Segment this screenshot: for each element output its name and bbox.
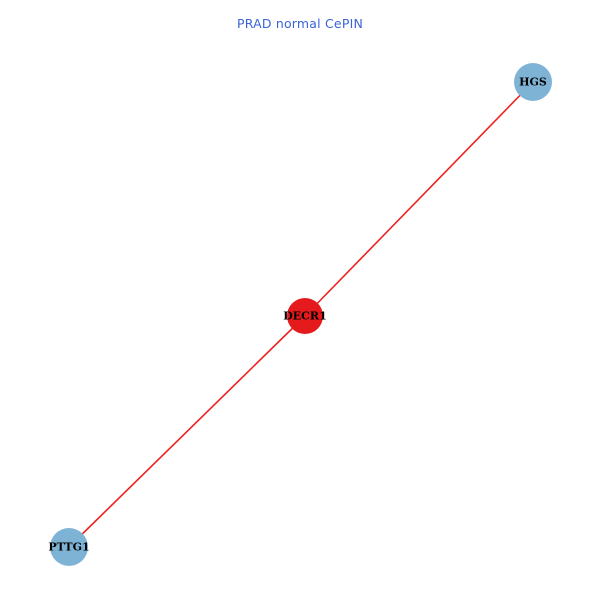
edge-layer (68, 81, 534, 548)
node-layer (50, 63, 552, 566)
page-title: PRAD normal CePIN (236, 16, 364, 31)
graph-edge[interactable] (304, 81, 534, 317)
graph-edge[interactable] (68, 315, 306, 548)
graph-node[interactable] (287, 298, 323, 334)
graph-node[interactable] (50, 528, 88, 566)
graph-node[interactable] (514, 63, 552, 101)
